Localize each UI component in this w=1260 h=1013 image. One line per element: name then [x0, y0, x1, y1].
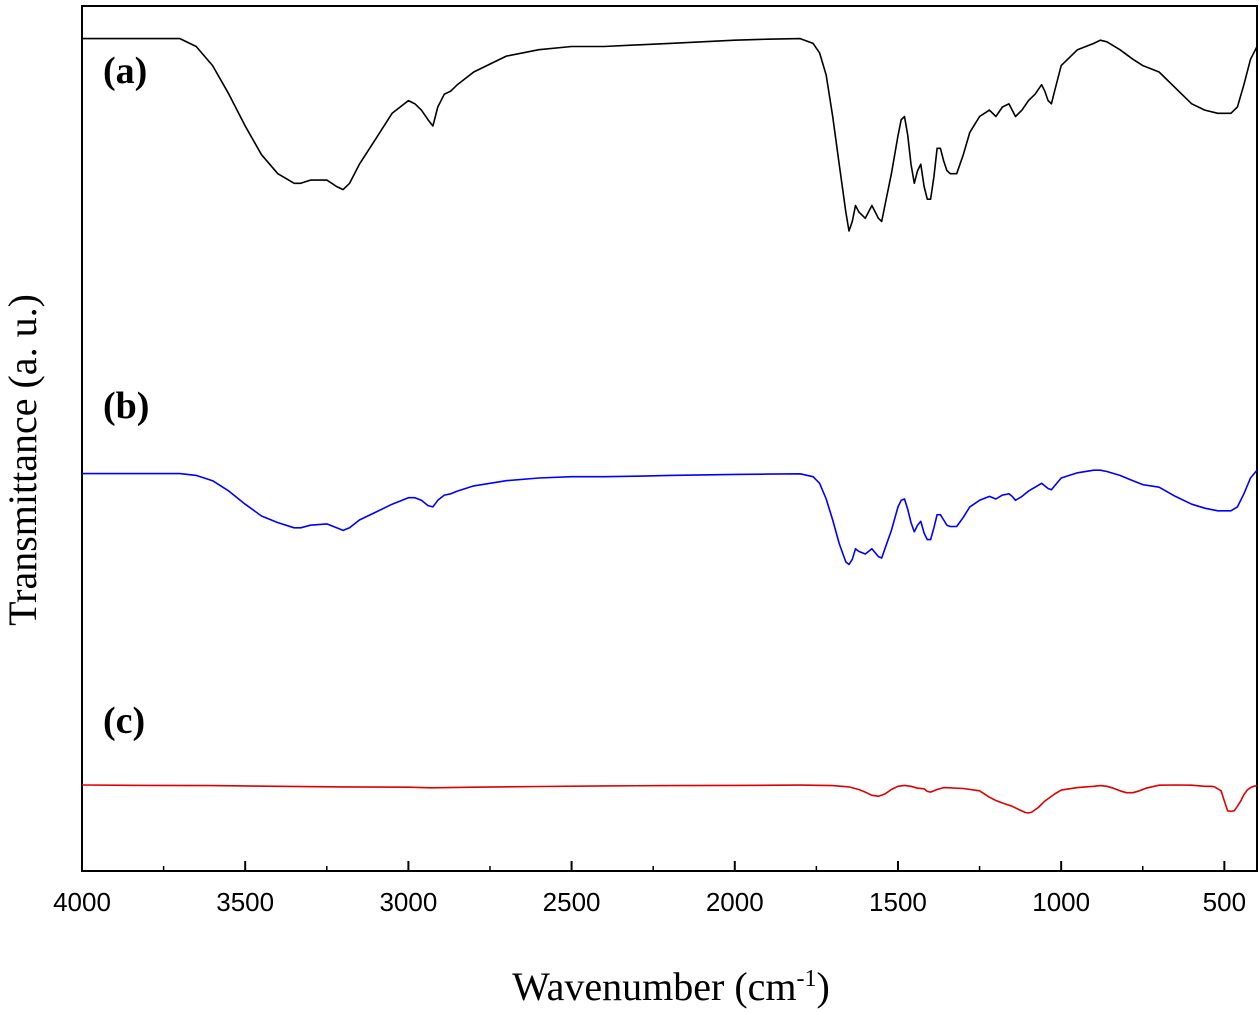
series-line-a — [82, 37, 1258, 232]
y-axis-title: Transmittance (a. u.) — [0, 294, 45, 626]
x-tick-label: 4000 — [53, 887, 111, 917]
series-line-c — [81, 784, 1258, 814]
x-axis-title: Wavenumber (cm-1) — [512, 964, 830, 1009]
x-tick-label: 2500 — [543, 887, 601, 917]
x-axis-ticks — [81, 861, 1226, 871]
series-line-b — [82, 469, 1258, 566]
series-group — [81, 37, 1258, 814]
x-tick-label: 1500 — [869, 887, 927, 917]
x-tick-label: 1000 — [1032, 887, 1090, 917]
plot-frame — [81, 5, 1258, 872]
x-tick-label: 2000 — [706, 887, 764, 917]
series-label-a: (a) — [103, 50, 147, 92]
panel-labels: (a) (b) (c) — [103, 50, 149, 742]
series-label-b: (b) — [103, 385, 149, 427]
series-label-c: (c) — [103, 700, 145, 742]
x-tick-label: 3500 — [216, 887, 274, 917]
plot-border — [81, 5, 1258, 872]
x-axis-tick-labels: 4000 3500 3000 2500 2000 1500 1000 500 — [53, 887, 1246, 917]
x-tick-label: 500 — [1203, 887, 1246, 917]
x-tick-label: 3000 — [379, 887, 437, 917]
